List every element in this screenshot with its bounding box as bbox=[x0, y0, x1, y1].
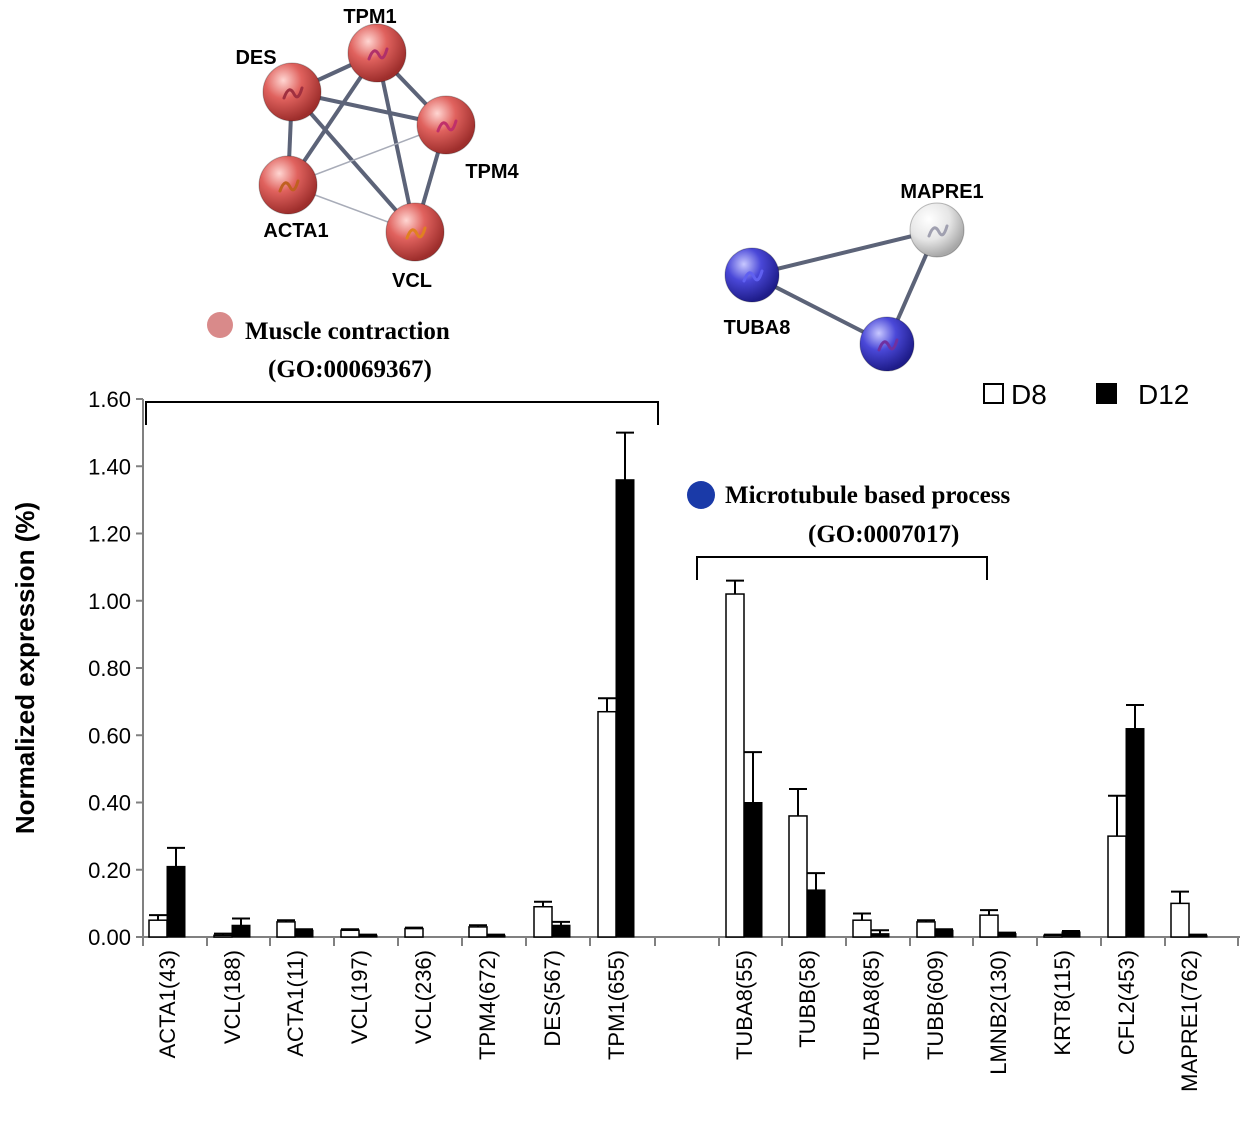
legend-label-d8: D8 bbox=[1011, 379, 1047, 410]
x-tick-label-vcl-188: VCL(188) bbox=[220, 950, 245, 1044]
node-label-tpm1: TPM1 bbox=[343, 6, 396, 28]
y-tick-label: 0.40 bbox=[88, 791, 131, 816]
bar-d12-cfl2-453 bbox=[1125, 728, 1145, 938]
muscle-group-annotation: Muscle contraction (GO:00069367) bbox=[145, 312, 659, 425]
x-tick-label-tuba8-85: TUBA8(85) bbox=[859, 950, 884, 1060]
bar-d12-vcl-188 bbox=[231, 924, 251, 938]
x-tick-label-tpm4-672: TPM4(672) bbox=[475, 950, 500, 1060]
bar-d8-tpm4-672 bbox=[468, 926, 488, 938]
bar-d12-lmnb2-130 bbox=[997, 933, 1017, 938]
bar-d8-des-567 bbox=[533, 905, 553, 938]
bar-d12-acta1-43 bbox=[166, 865, 186, 938]
x-tick-label-mapre1-762: MAPRE1(762) bbox=[1177, 950, 1202, 1092]
bar-d8-cfl2-453 bbox=[1107, 835, 1127, 938]
microtubule-group-dot bbox=[687, 481, 715, 509]
node-label-mapre1: MAPRE1 bbox=[900, 181, 983, 203]
legend-swatch-d12 bbox=[1096, 383, 1117, 404]
microtubule-group-go-id: (GO:0007017) bbox=[808, 521, 959, 548]
bar-d8-tpm1-655 bbox=[597, 710, 617, 938]
node-structure-tubb bbox=[877, 338, 899, 352]
bar-d8-tuba8-55 bbox=[725, 593, 745, 938]
bar-d8-vcl-188 bbox=[213, 934, 233, 938]
muscle-contraction-network: TPM1 DES TPM4 ACTA1 VCL bbox=[235, 6, 519, 292]
node-label-acta1: ACTA1 bbox=[263, 220, 328, 242]
edge-tpm1-vcl bbox=[375, 52, 417, 233]
x-tick-label-tubb-58: TUBB(58) bbox=[795, 950, 820, 1048]
node-label-des: DES bbox=[235, 47, 276, 69]
bar-d8-vcl-236 bbox=[404, 927, 424, 938]
y-tick-label: 0.60 bbox=[88, 723, 131, 748]
x-tick-label-acta1-11: ACTA1(11) bbox=[283, 950, 308, 1057]
bar-d12-tuba8-55 bbox=[743, 802, 763, 938]
bar-d8-mapre1-762 bbox=[1170, 902, 1190, 938]
bar-d8-vcl-197 bbox=[340, 929, 360, 938]
x-tick-label-acta1-43: ACTA1(43) bbox=[155, 950, 180, 1058]
muscle-group-go-id: (GO:00069367) bbox=[268, 356, 432, 383]
bar-d12-tubb-58 bbox=[806, 889, 826, 938]
legend-label-d12: D12 bbox=[1138, 379, 1189, 410]
y-tick-label: 1.60 bbox=[88, 387, 131, 412]
x-tick-label-tpm1-655: TPM1(655) bbox=[604, 950, 629, 1060]
legend-swatch-d8 bbox=[983, 383, 1004, 404]
legend: D8 D12 bbox=[983, 379, 1189, 410]
node-structure-des bbox=[282, 86, 304, 100]
x-tick-label-des-567: DES(567) bbox=[540, 950, 565, 1047]
y-tick-label: 0.20 bbox=[88, 858, 131, 883]
node-structure-mapre1 bbox=[927, 224, 949, 238]
bar-d8-acta1-43 bbox=[148, 919, 168, 938]
node-label-tuba8: TUBA8 bbox=[724, 317, 791, 339]
y-tick-label: 1.20 bbox=[88, 522, 131, 547]
bar-d12-des-567 bbox=[551, 924, 571, 938]
microtubule-group-title: Microtubule based process bbox=[725, 482, 1010, 509]
x-tick-label-krt8-115: KRT8(115) bbox=[1050, 950, 1075, 1056]
y-tick-label: 1.40 bbox=[88, 454, 131, 479]
muscle-group-dot bbox=[207, 312, 233, 338]
bars bbox=[148, 431, 1208, 938]
microtubule-network: MAPRE1 TUBA8 bbox=[724, 181, 984, 372]
y-tick-label: 0.00 bbox=[88, 925, 131, 950]
bar-d12-tubb-609 bbox=[934, 929, 954, 938]
bar-d8-tubb-609 bbox=[916, 921, 936, 938]
bar-d12-acta1-11 bbox=[294, 929, 314, 938]
bar-d12-tuba8-85 bbox=[870, 933, 890, 938]
y-axis: 0.00 0.20 0.40 0.60 0.80 1.00 1.20 1.40 1.60 Nor… bbox=[10, 387, 144, 950]
node-label-tpm4: TPM4 bbox=[465, 161, 519, 183]
x-tick-label-cfl2-453: CFL2(453) bbox=[1114, 950, 1139, 1055]
bar-d8-lmnb2-130 bbox=[979, 914, 999, 938]
node-structure-tpm4 bbox=[436, 119, 458, 133]
node-structure-tpm1 bbox=[367, 47, 389, 61]
microtubule-group-annotation: Microtubule based process (GO:0007017) bbox=[687, 481, 1010, 580]
y-tick-label: 1.00 bbox=[88, 589, 131, 614]
node-structure-tuba8 bbox=[742, 269, 764, 283]
muscle-group-bracket bbox=[145, 401, 659, 425]
x-tick-label-lmnb2-130: LMNB2(130) bbox=[986, 950, 1011, 1075]
x-tick-label-vcl-197: VCL(197) bbox=[347, 950, 372, 1044]
bar-d12-krt8-115 bbox=[1061, 931, 1081, 938]
muscle-group-title: Muscle contraction bbox=[245, 318, 450, 345]
y-axis-label: Normalized expression (%) bbox=[10, 502, 40, 834]
edge-mapre1-tuba8 bbox=[751, 228, 938, 277]
x-tick-label-tuba8-55: TUBA8(55) bbox=[732, 950, 757, 1060]
y-tick-label: 0.80 bbox=[88, 656, 131, 681]
bar-d8-tuba8-85 bbox=[852, 919, 872, 938]
node-structure-acta1 bbox=[278, 179, 300, 193]
bar-d12-tpm1-655 bbox=[615, 479, 635, 938]
node-label-vcl: VCL bbox=[392, 270, 432, 292]
microtubule-group-bracket bbox=[696, 556, 988, 580]
edge-des-vcl bbox=[290, 90, 417, 234]
x-axis: ACTA1(43) VCL(188) ACTA1(11) VCL(197) VCL(23… bbox=[142, 936, 1240, 1092]
node-structure-vcl bbox=[405, 226, 427, 240]
bar-d8-acta1-11 bbox=[276, 921, 296, 938]
x-tick-label-tubb-609: TUBB(609) bbox=[923, 950, 948, 1060]
bar-d8-tubb-58 bbox=[788, 815, 808, 938]
x-tick-label-vcl-236: VCL(236) bbox=[411, 950, 436, 1044]
